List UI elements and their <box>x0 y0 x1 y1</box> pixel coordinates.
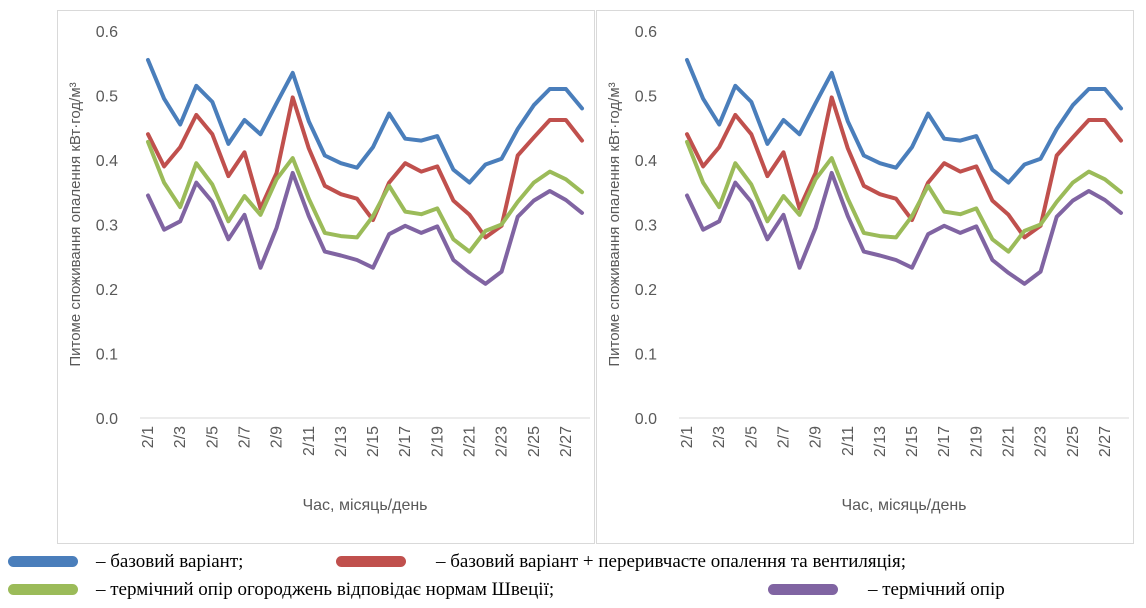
chart-right-xtick-label: 2/9 <box>808 426 825 448</box>
chart-left-xtick-label: 2/17 <box>397 426 414 457</box>
chart-right-xtick-label: 2/17 <box>936 426 953 457</box>
chart-left: 0.0 0.1 0.2 0.3 0.4 0.5 0.6 2/1 2/3 2/5 2/7 2/9 2/11… <box>57 10 595 544</box>
legend-text-sweden: – термічний опір огороджень відповідає н… <box>96 579 555 600</box>
chart-left-ytick-label: 0.0 <box>96 411 118 428</box>
chart-right-y-axis-title: Питоме споживання опалення кВт·год/м³ <box>606 82 623 366</box>
chart-right-ytick-label: 0.6 <box>635 24 657 41</box>
chart-right-series-base <box>685 58 1123 185</box>
chart-left-xtick-label: 2/25 <box>526 426 543 457</box>
chart-left-xtick-label: 2/7 <box>236 426 253 448</box>
chart-left-y-axis-title: Питоме споживання опалення кВт·год/м³ <box>67 82 84 366</box>
legend-swatch-intermittent <box>336 556 406 567</box>
chart-left-series-thermal <box>146 170 584 286</box>
chart-right-ytick-label: 0.4 <box>635 153 657 170</box>
chart-left-xtick-label: 2/9 <box>269 426 286 448</box>
chart-right-ytick-label: 0.5 <box>635 89 657 106</box>
chart-right-xtick-label: 2/21 <box>1000 426 1017 457</box>
legend-text-thermal: – термічний опір <box>868 579 1005 600</box>
chart-right-ytick-label: 0.3 <box>635 218 657 235</box>
chart-left-series-intermittent <box>146 95 584 240</box>
chart-right-ytick-label: 0.2 <box>635 282 657 299</box>
chart-left-series-base <box>146 58 584 185</box>
chart-right-ytick-label: 0.0 <box>635 411 657 428</box>
legend-swatch-base <box>8 556 78 567</box>
chart-left-xtick-label: 2/11 <box>301 426 318 456</box>
chart-right-xtick-label: 2/5 <box>743 426 760 448</box>
chart-right-xtick-label: 2/11 <box>840 426 857 456</box>
chart-right-xtick-label: 2/19 <box>968 426 985 457</box>
chart-right-series-thermal <box>685 170 1123 286</box>
chart-left-xtick-label: 2/1 <box>140 426 157 448</box>
legend-text-intermittent: – базовий варіант + переривчасте опаленн… <box>436 551 907 572</box>
chart-right: 0.0 0.1 0.2 0.3 0.4 0.5 0.6 2/1 2/3 2/5 2/7 2/9 2/11… <box>596 10 1134 544</box>
chart-left-ytick-label: 0.5 <box>96 89 118 106</box>
chart-left-ytick-label: 0.3 <box>96 218 118 235</box>
chart-left-x-axis-title: Час, місяць/день <box>302 497 427 514</box>
legend-row-1: – базовий варіант; – базовий варіант + п… <box>0 548 1146 576</box>
chart-right-xtick-label: 2/23 <box>1033 426 1050 457</box>
legend: – базовий варіант; – базовий варіант + п… <box>0 548 1146 608</box>
legend-text-base: – базовий варіант; <box>96 551 244 572</box>
chart-left-ytick-label: 0.2 <box>96 282 118 299</box>
chart-left-xtick-label: 2/21 <box>461 426 478 457</box>
chart-right-svg: 0.0 0.1 0.2 0.3 0.4 0.5 0.6 2/1 2/3 2/5 2/7 2/9 2/11… <box>606 24 1129 514</box>
chart-left-xtick-label: 2/27 <box>558 426 575 457</box>
chart-left-xtick-label: 2/3 <box>172 426 189 448</box>
chart-left-xtick-label: 2/13 <box>333 426 350 457</box>
legend-swatch-sweden <box>8 584 78 595</box>
chart-right-xtick-label: 2/25 <box>1065 426 1082 457</box>
chart-right-ytick-label: 0.1 <box>635 347 657 364</box>
chart-right-xtick-label: 2/7 <box>775 426 792 448</box>
chart-left-xtick-label: 2/19 <box>429 426 446 457</box>
chart-left-xtick-label: 2/5 <box>204 426 221 448</box>
legend-swatch-thermal <box>768 584 838 595</box>
chart-left-ytick-label: 0.4 <box>96 153 118 170</box>
chart-right-series-sweden <box>685 139 1123 254</box>
legend-row-2: – термічний опір огороджень відповідає н… <box>0 576 1146 604</box>
chart-right-x-axis-title: Час, місяць/день <box>841 497 966 514</box>
chart-right-xtick-label: 2/13 <box>872 426 889 457</box>
chart-right-xtick-label: 2/1 <box>679 426 696 448</box>
chart-left-ytick-label: 0.1 <box>96 347 118 364</box>
chart-right-xtick-label: 2/3 <box>711 426 728 448</box>
chart-right-series-intermittent <box>685 95 1123 240</box>
chart-left-svg: 0.0 0.1 0.2 0.3 0.4 0.5 0.6 2/1 2/3 2/5 2/7 2/9 2/11… <box>67 24 590 514</box>
chart-right-xtick-label: 2/27 <box>1097 426 1114 457</box>
chart-left-series-sweden <box>146 139 584 254</box>
chart-left-xtick-label: 2/15 <box>365 426 382 457</box>
chart-left-ytick-label: 0.6 <box>96 24 118 41</box>
chart-right-xtick-label: 2/15 <box>904 426 921 457</box>
chart-left-xtick-label: 2/23 <box>494 426 511 457</box>
